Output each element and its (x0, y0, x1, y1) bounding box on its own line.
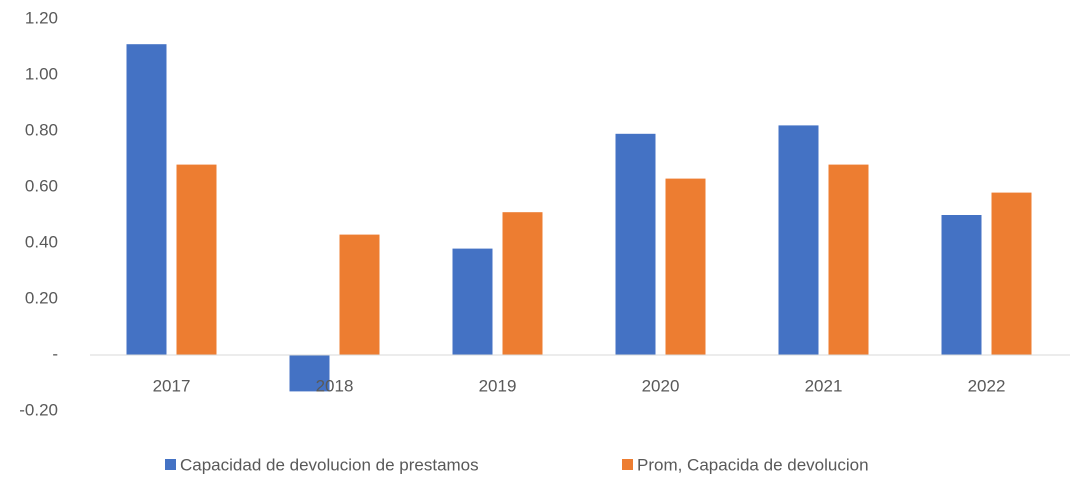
y-tick-label: -0.20 (19, 400, 58, 419)
bar (176, 164, 217, 355)
x-tick-label: 2022 (968, 376, 1006, 395)
bar (828, 164, 869, 355)
legend-label: Prom, Capacida de devolucion (637, 455, 869, 474)
x-tick-label: 2019 (479, 376, 517, 395)
y-tick-label: 0.40 (25, 232, 58, 251)
x-tick-label: 2017 (153, 376, 191, 395)
legend-swatch (165, 459, 176, 470)
y-tick-label: 0.80 (25, 120, 58, 139)
bar (452, 248, 493, 355)
y-tick-label: - (52, 344, 58, 363)
bar (665, 178, 706, 355)
bar (941, 215, 982, 355)
bar (615, 133, 656, 355)
bar (339, 234, 380, 355)
x-tick-label: 2018 (316, 376, 354, 395)
bar (502, 212, 543, 355)
x-tick-label: 2021 (805, 376, 843, 395)
bar (778, 125, 819, 356)
x-tick-label: 2020 (642, 376, 680, 395)
legend-label: Capacidad de devolucion de prestamos (180, 455, 479, 474)
bar (289, 355, 330, 392)
y-tick-label: 1.20 (25, 8, 58, 27)
y-tick-label: 0.60 (25, 176, 58, 195)
bar (991, 192, 1032, 355)
y-tick-label: 1.00 (25, 64, 58, 83)
y-tick-label: 0.20 (25, 288, 58, 307)
legend-swatch (622, 459, 633, 470)
bar (126, 44, 167, 355)
